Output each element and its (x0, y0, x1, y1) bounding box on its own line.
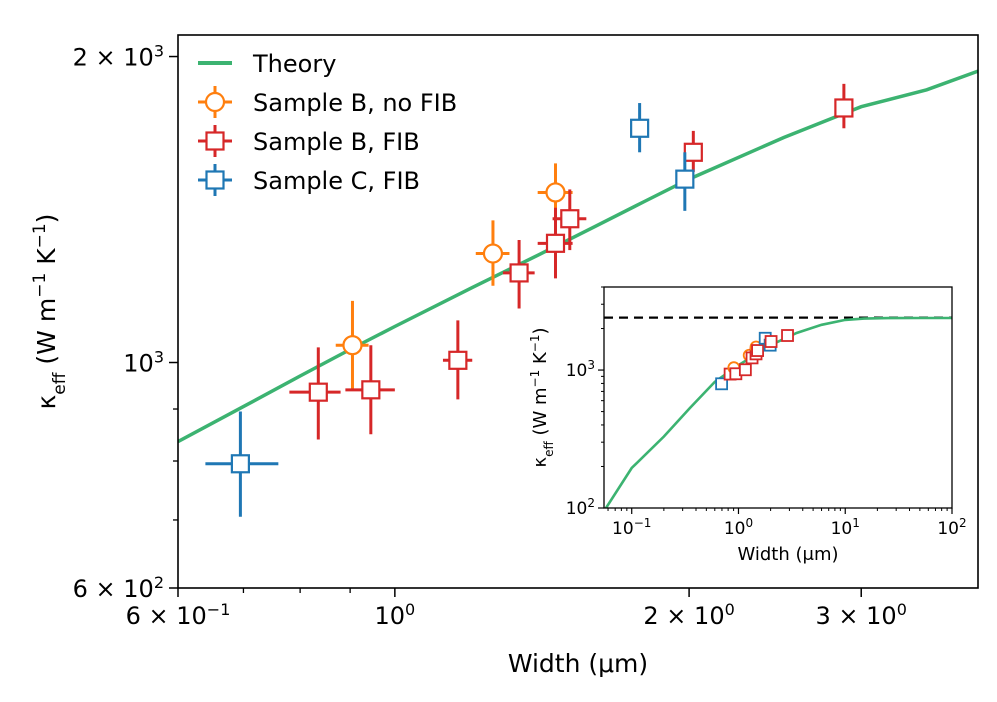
data-point (630, 118, 650, 138)
inset-x-tick-label: 10−1 (612, 516, 651, 539)
inset-x-tick-label: 101 (831, 516, 860, 539)
legend-entry: Sample B, no FIB (198, 86, 457, 118)
data-point (482, 243, 504, 264)
legend-label: Theory (252, 50, 336, 78)
legend-entry: Theory (198, 50, 336, 78)
inset-y-tick-label: 103 (566, 358, 595, 381)
legend-entry: Sample B, FIB (198, 125, 420, 157)
series-sample-b-no-fib (335, 163, 573, 390)
main-plot: 6 × 10−1 100 2 × 100 3 × 100 6 × 102 103 2 × 1… (30, 34, 979, 678)
legend: Theory Sample B, no FIB Sample B, FIB Sampl… (198, 50, 457, 196)
inset-plot: 10−1 100 101 102 102 103 Width (μm) κeff (W m−1… (528, 286, 967, 565)
x-axis-title: Width (μm) (508, 649, 648, 678)
legend-marker (205, 170, 225, 190)
legend-marker (205, 131, 225, 151)
data-point (509, 263, 529, 283)
legend-entry: Sample C, FIB (198, 164, 420, 196)
inset-data-point (738, 363, 752, 377)
data-point (342, 335, 363, 356)
inset-y-tick-label: 102 (566, 496, 595, 519)
y-axis-title: κeff (W m−1 K−1) (30, 214, 70, 410)
y-tick-label: 103 (123, 347, 164, 378)
inset-y-axis-title: κeff (W m−1 K−1) (528, 327, 556, 467)
series-sample-c-fib (205, 103, 695, 517)
main-frame (177, 34, 979, 589)
data-point (361, 380, 381, 400)
data-point (545, 182, 566, 203)
inset-data-point (781, 329, 794, 342)
y-tick-label: 2 × 103 (73, 41, 164, 72)
legend-label: Sample C, FIB (253, 167, 420, 195)
data-point (230, 454, 250, 474)
data-point (545, 233, 566, 253)
x-tick-label: 6 × 10−1 (126, 600, 231, 631)
legend-label: Sample B, FIB (253, 128, 420, 156)
data-point (448, 350, 468, 370)
inset-background (604, 287, 952, 508)
legend-marker (204, 91, 226, 113)
inset-x-tick-label: 100 (724, 516, 753, 539)
inset-x-tick-label: 102 (937, 516, 966, 539)
x-tick-label: 3 × 100 (816, 600, 907, 631)
y-tick-label: 6 × 102 (73, 573, 164, 604)
data-point (834, 98, 854, 118)
x-tick-label: 2 × 100 (643, 600, 734, 631)
inset-data-point (751, 344, 764, 357)
data-point (675, 169, 695, 189)
inset-x-axis-title: Width (μm) (737, 544, 838, 565)
legend-label: Sample B, no FIB (253, 89, 457, 117)
series-sample-b-fib (289, 83, 854, 440)
inset-data-point (764, 335, 778, 348)
data-point (308, 382, 328, 402)
inset-frame (603, 286, 953, 509)
data-point (560, 209, 580, 229)
inset-data-point (715, 377, 729, 391)
inset-markers (715, 329, 794, 391)
x-tick-label: 100 (374, 600, 415, 631)
data-point (683, 142, 703, 162)
